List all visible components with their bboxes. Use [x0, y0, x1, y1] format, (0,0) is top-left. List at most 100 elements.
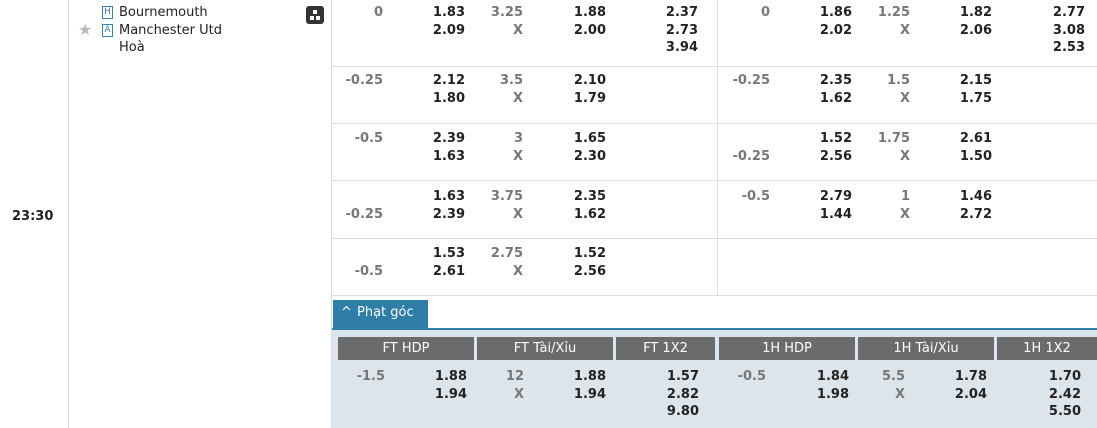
- total-odds: 1.78: [954, 369, 987, 384]
- handicap-line: -0.25: [345, 73, 383, 88]
- total-odds: 2.61: [959, 131, 992, 146]
- total-line: 3.5: [499, 73, 523, 88]
- handicap-odds: 1.86: [819, 5, 852, 20]
- tab-label: Phạt góc: [357, 305, 414, 320]
- handicap-odds: 1.52: [819, 131, 852, 146]
- match-odds: 2.53: [1052, 40, 1085, 55]
- handicap-line: -0.25: [732, 73, 770, 88]
- match-odds: 2.73: [665, 23, 698, 38]
- handicap-odds: 2.02: [819, 23, 852, 38]
- handicap-odds: 2.56: [819, 149, 852, 164]
- column-header: 1H Tài/Xỉu: [858, 337, 994, 360]
- handicap-line: -0.5: [741, 189, 770, 204]
- total-odds: 2.72: [959, 207, 992, 222]
- handicap-odds: 2.09: [432, 23, 465, 38]
- total-odds: 1.46: [959, 189, 992, 204]
- handicap-odds: 2.39: [432, 207, 465, 222]
- handicap-odds: 1.53: [432, 246, 465, 261]
- handicap-line: -0.5: [354, 264, 383, 279]
- handicap-line: 0: [373, 5, 383, 20]
- total-odds: 2.00: [573, 23, 606, 38]
- row-divider: [331, 123, 1097, 124]
- total-odds: 1.94: [573, 387, 606, 402]
- draw-label: Hoà: [119, 40, 145, 55]
- divider: [331, 0, 332, 428]
- handicap-odds: 2.79: [819, 189, 852, 204]
- handicap-odds: 1.84: [816, 369, 849, 384]
- corner-tab[interactable]: ^ Phạt góc: [333, 300, 428, 328]
- favorite-star[interactable]: ★: [78, 20, 93, 39]
- total-odds: 1.82: [959, 5, 992, 20]
- match-odds: 1.70: [1048, 369, 1081, 384]
- total-odds: 2.06: [959, 23, 992, 38]
- home-team: Bournemouth: [119, 5, 208, 20]
- home-badge: H: [102, 6, 113, 19]
- total-line: 12: [505, 369, 524, 384]
- handicap-line: -1.5: [356, 369, 385, 384]
- handicap-odds: 2.12: [432, 73, 465, 88]
- total-odds: 2.35: [573, 189, 606, 204]
- handicap-odds: 1.98: [816, 387, 849, 402]
- total-odds: 1.62: [573, 207, 606, 222]
- handicap-line: -0.25: [732, 149, 770, 164]
- handicap-line: -0.5: [354, 131, 383, 146]
- match-odds: 9.80: [666, 404, 699, 419]
- total-mark: X: [512, 91, 524, 106]
- total-line: 3.25: [490, 5, 523, 20]
- total-line: 3: [513, 131, 523, 146]
- handicap-line: -0.5: [737, 369, 766, 384]
- match-time: 23:30: [12, 209, 54, 224]
- away-team: Manchester Utd: [119, 23, 223, 38]
- total-mark: X: [512, 264, 524, 279]
- total-line: 1: [900, 189, 910, 204]
- total-mark: X: [512, 207, 524, 222]
- total-odds: 2.10: [573, 73, 606, 88]
- match-odds: 2.77: [1052, 5, 1085, 20]
- handicap-line: 0: [760, 5, 770, 20]
- total-line: 2.75: [490, 246, 523, 261]
- total-odds: 1.65: [573, 131, 606, 146]
- total-odds: 2.30: [573, 149, 606, 164]
- column-header: 1H HDP: [719, 337, 855, 360]
- total-odds: 2.15: [959, 73, 992, 88]
- column-header: FT HDP: [338, 337, 474, 360]
- total-odds: 1.79: [573, 91, 606, 106]
- total-mark: X: [512, 149, 524, 164]
- stats-icon[interactable]: [306, 6, 324, 24]
- total-odds: 1.88: [573, 369, 606, 384]
- column-header: FT Tài/Xỉu: [477, 337, 613, 360]
- match-odds: 1.57: [666, 369, 699, 384]
- match-odds: 2.37: [665, 5, 698, 20]
- total-line: 1.75: [877, 131, 910, 146]
- total-line: 3.75: [490, 189, 523, 204]
- total-mark: X: [899, 149, 911, 164]
- total-mark: X: [899, 23, 911, 38]
- handicap-odds: 1.44: [819, 207, 852, 222]
- total-line: 1.25: [877, 5, 910, 20]
- match-odds: 2.82: [666, 387, 699, 402]
- column-header: 1H 1X2: [997, 337, 1097, 360]
- handicap-odds: 1.88: [434, 369, 467, 384]
- handicap-odds: 1.62: [819, 91, 852, 106]
- match-odds: 3.94: [665, 40, 698, 55]
- match-odds: 3.08: [1052, 23, 1085, 38]
- total-line: 5.5: [881, 369, 905, 384]
- row-divider: [331, 180, 1097, 181]
- total-mark: X: [512, 23, 524, 38]
- handicap-line: -0.25: [345, 207, 383, 222]
- divider: [717, 0, 718, 295]
- row-divider: [331, 295, 1097, 296]
- total-odds: 1.52: [573, 246, 606, 261]
- total-odds: 2.04: [954, 387, 987, 402]
- handicap-odds: 1.63: [432, 149, 465, 164]
- total-line: 1.5: [886, 73, 910, 88]
- handicap-odds: 1.94: [434, 387, 467, 402]
- total-mark: X: [894, 387, 906, 402]
- divider: [68, 0, 69, 428]
- total-mark: X: [513, 387, 525, 402]
- total-odds: 1.75: [959, 91, 992, 106]
- tab-arrow: ^: [341, 305, 352, 320]
- total-odds: 2.56: [573, 264, 606, 279]
- total-odds: 1.88: [573, 5, 606, 20]
